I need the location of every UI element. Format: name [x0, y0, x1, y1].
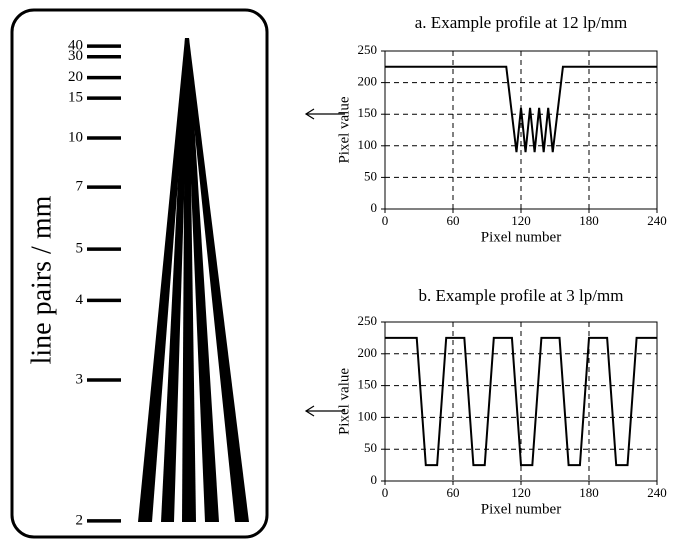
y-tick-label: 0 — [371, 200, 378, 215]
profile-line — [385, 336, 657, 467]
y-tick-label: 200 — [358, 345, 378, 360]
pattern-tick-label: 2 — [76, 512, 84, 528]
y-tick-label: 150 — [358, 377, 378, 392]
wedge-pattern — [138, 38, 249, 522]
x-tick-label: 120 — [511, 485, 531, 500]
x-tick-label: 240 — [647, 213, 667, 228]
pattern-axis-label: line pairs / mm — [26, 195, 57, 364]
pattern-tick-label: 5 — [76, 241, 84, 257]
x-tick-label: 60 — [447, 485, 460, 500]
chart-title: b. Example profile at 3 lp/mm — [419, 286, 624, 305]
pattern-tick-label: 15 — [68, 90, 83, 106]
plot-frame — [384, 50, 658, 210]
x-tick-label: 180 — [579, 485, 599, 500]
arrow — [304, 108, 345, 417]
x-axis-label: Pixel number — [481, 229, 561, 245]
profile-line — [385, 65, 657, 153]
y-tick-label: 50 — [364, 440, 377, 455]
y-tick-label: 200 — [358, 74, 378, 89]
pattern-tick-label: 4 — [76, 292, 84, 308]
y-tick-label: 150 — [358, 105, 378, 120]
y-axis-label: Pixel value — [336, 368, 352, 435]
pattern-frame — [10, 8, 269, 539]
chart-title: a. Example profile at 12 lp/mm — [415, 13, 627, 32]
y-tick-label: 0 — [371, 472, 378, 487]
pattern-tick-label: 20 — [68, 69, 83, 85]
pattern-tick-label: 7 — [76, 179, 84, 195]
y-tick-label: 50 — [364, 168, 377, 183]
pattern-tick-label: 30 — [68, 48, 83, 64]
y-tick-label: 100 — [358, 137, 378, 152]
x-tick-label: 60 — [447, 213, 460, 228]
x-tick-label: 240 — [647, 485, 667, 500]
pattern-tick-label: 3 — [76, 371, 84, 387]
x-tick-label: 120 — [511, 213, 531, 228]
x-axis-label: Pixel number — [481, 501, 561, 517]
y-tick-label: 250 — [358, 42, 378, 57]
y-tick-label: 250 — [358, 313, 378, 328]
x-tick-label: 0 — [382, 213, 389, 228]
pattern-tick-label: 40 — [68, 38, 83, 54]
y-tick-label: 100 — [358, 408, 378, 423]
plot-frame — [384, 321, 658, 482]
x-tick-label: 0 — [382, 485, 389, 500]
y-axis-label: Pixel value — [336, 96, 352, 163]
x-tick-label: 180 — [579, 213, 599, 228]
pattern-tick-label: 10 — [68, 129, 83, 145]
